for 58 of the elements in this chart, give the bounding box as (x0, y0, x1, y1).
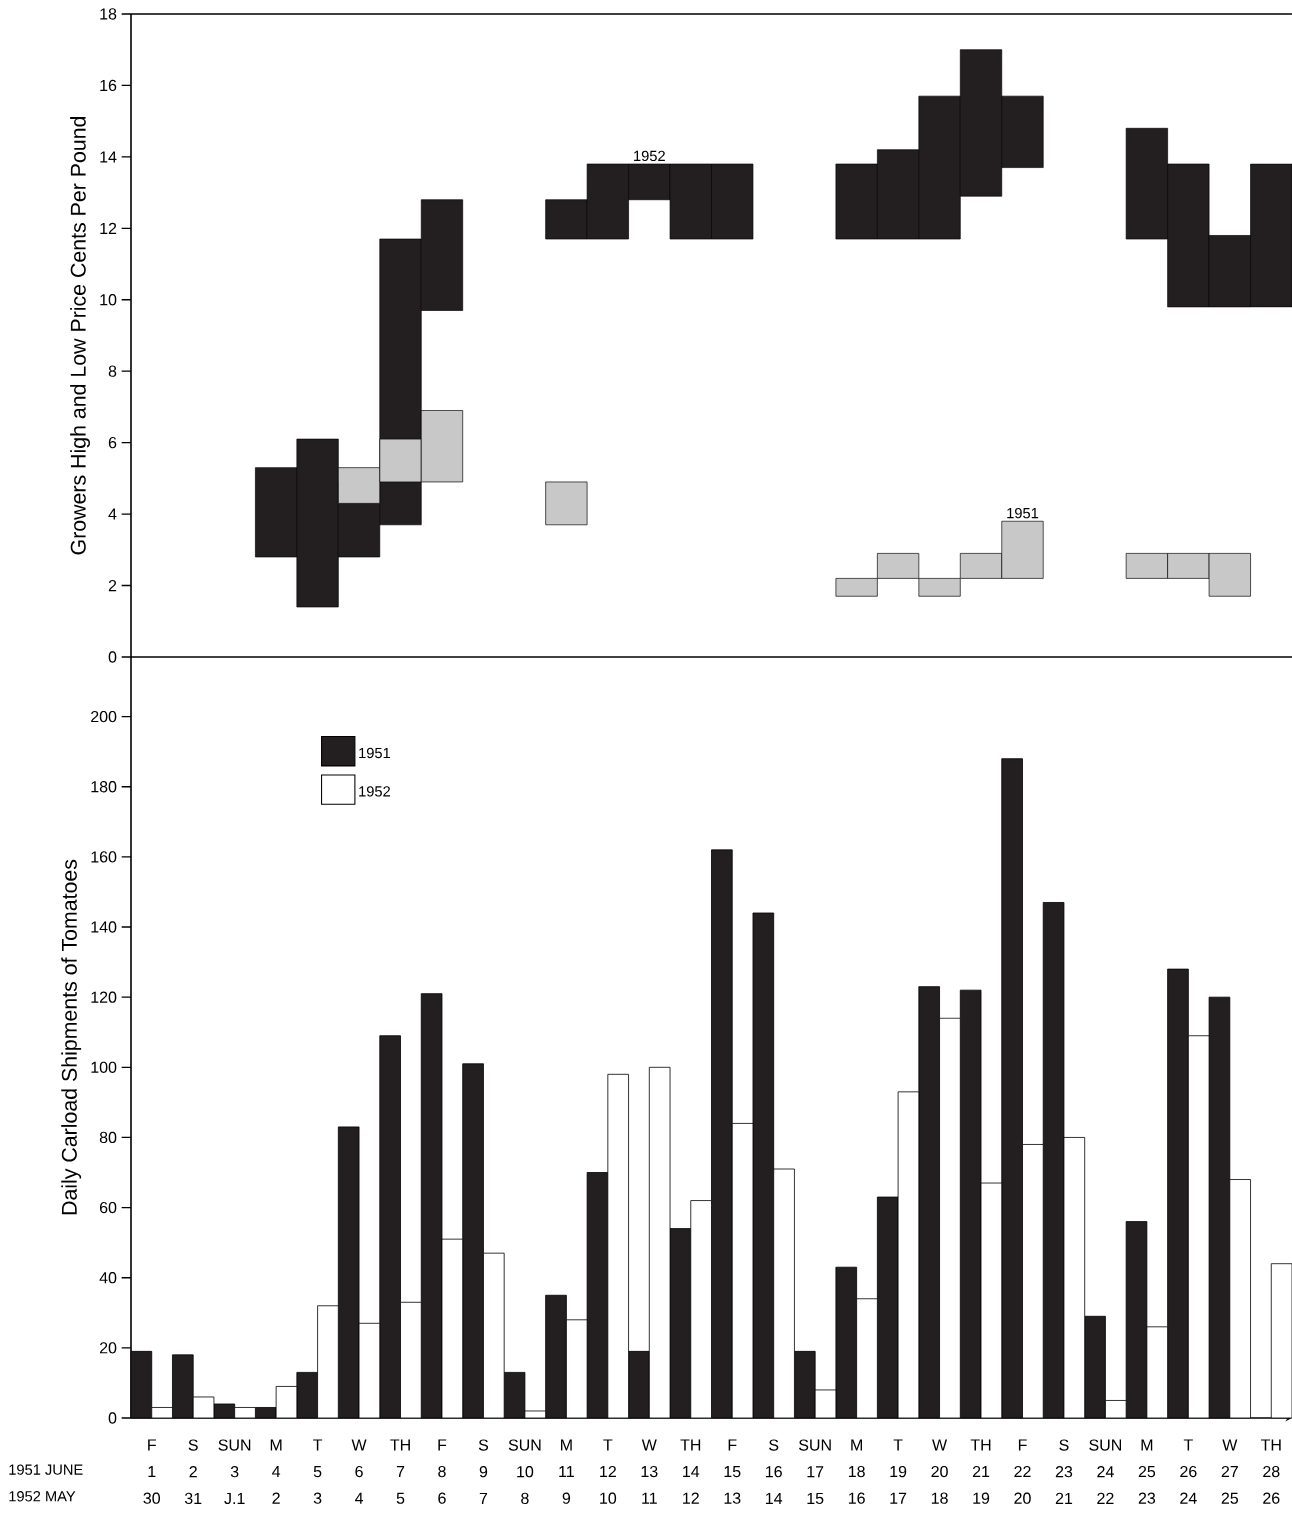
y-tick-label: 6 (108, 436, 117, 449)
legend-label: 1952 (359, 786, 390, 797)
x-tick-label: F 1 30 (143, 1439, 161, 1504)
y-tick-label: 16 (100, 79, 117, 92)
bar (545, 481, 588, 526)
y-axis-title: Growers High and Low Price Cents Per Pound (70, 116, 91, 555)
y-tick-label: 120 (91, 991, 117, 1003)
x-tick-label: S 9 7 (478, 1439, 489, 1504)
x-tick-label: M 4 2 (270, 1439, 282, 1504)
x-tick-label: SUN 3 J.1 (218, 1439, 251, 1505)
x-tick-label: TH 7 5 (390, 1439, 410, 1504)
x-tick-label: SUN 10 8 (508, 1439, 541, 1505)
x-tick-label: W 6 4 (351, 1439, 367, 1504)
annotation: 1952 (634, 150, 665, 162)
y-tick-label: 100 (91, 1061, 117, 1073)
x-tick-label: T 12 10 (600, 1439, 617, 1504)
y-tick-label: 140 (91, 921, 117, 933)
x-tick-label: S 23 21 (1055, 1439, 1073, 1504)
text: 1952 MAY (9, 1491, 76, 1502)
y-tick-label: 4 (108, 508, 117, 520)
y-tick-label: 2 (108, 579, 117, 592)
y-axis-title: Daily Carload Shipments of Tomatoes (61, 859, 82, 1215)
y-tick-label: 10 (100, 294, 117, 306)
x-tick-label: W 27 25 (1221, 1439, 1239, 1504)
x-tick-label: T 26 24 (1180, 1439, 1197, 1504)
y-tick-label: 14 (100, 151, 117, 163)
y-tick-label: 20 (99, 1342, 117, 1354)
text: 1951 JUNE (9, 1464, 83, 1475)
y-tick-label: 200 (91, 710, 117, 723)
legend-label: 1951 (359, 747, 391, 759)
y-tick-label: 160 (91, 851, 117, 863)
x-tick-label: F 8 6 (438, 1439, 447, 1504)
y-tick-label: 180 (91, 781, 117, 793)
x-tick-label: T 19 17 (890, 1439, 907, 1504)
annotation: 1951 (1007, 507, 1039, 519)
y-tick-label: 0 (108, 651, 117, 663)
y-tick-label: 60 (99, 1201, 117, 1214)
x-tick-label: SUN 17 15 (799, 1439, 831, 1505)
x-tick-label: TH 14 12 (680, 1439, 701, 1504)
y-tick-label: 80 (99, 1131, 117, 1144)
x-tick-label: M 25 23 (1138, 1439, 1156, 1504)
y-tick-label: 40 (99, 1272, 117, 1284)
x-tick-label: TH 21 19 (970, 1439, 991, 1504)
x-tick-label: W 13 11 (641, 1439, 658, 1504)
x-tick-label: S 16 14 (766, 1439, 783, 1504)
x-tick-label: F 22 20 (1014, 1439, 1031, 1504)
y-tick-label: 8 (108, 365, 117, 377)
y-tick-label: 12 (100, 222, 117, 234)
x-tick-label: SUN 24 22 (1089, 1439, 1121, 1504)
x-tick-label: M 11 9 (559, 1439, 574, 1504)
y-tick-label: 0 (108, 1412, 117, 1424)
x-tick-label: T 5 3 (313, 1439, 323, 1504)
x-tick-label: M 18 16 (848, 1439, 865, 1504)
x-tick-label: TH 28 26 (1260, 1439, 1281, 1504)
x-tick-label: F 15 13 (724, 1439, 741, 1504)
x-tick-label: W 20 18 (931, 1439, 948, 1504)
x-tick-label: S 2 31 (184, 1439, 202, 1505)
y-tick-label: 18 (100, 8, 117, 20)
